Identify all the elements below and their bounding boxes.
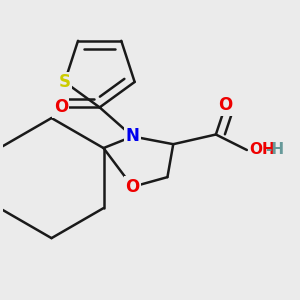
Text: O: O [125, 178, 140, 196]
Text: -H: -H [266, 142, 285, 158]
Text: N: N [126, 128, 140, 146]
Text: OH: OH [249, 142, 274, 158]
Text: O: O [54, 98, 68, 116]
Text: O: O [218, 96, 233, 114]
Text: S: S [58, 73, 70, 91]
